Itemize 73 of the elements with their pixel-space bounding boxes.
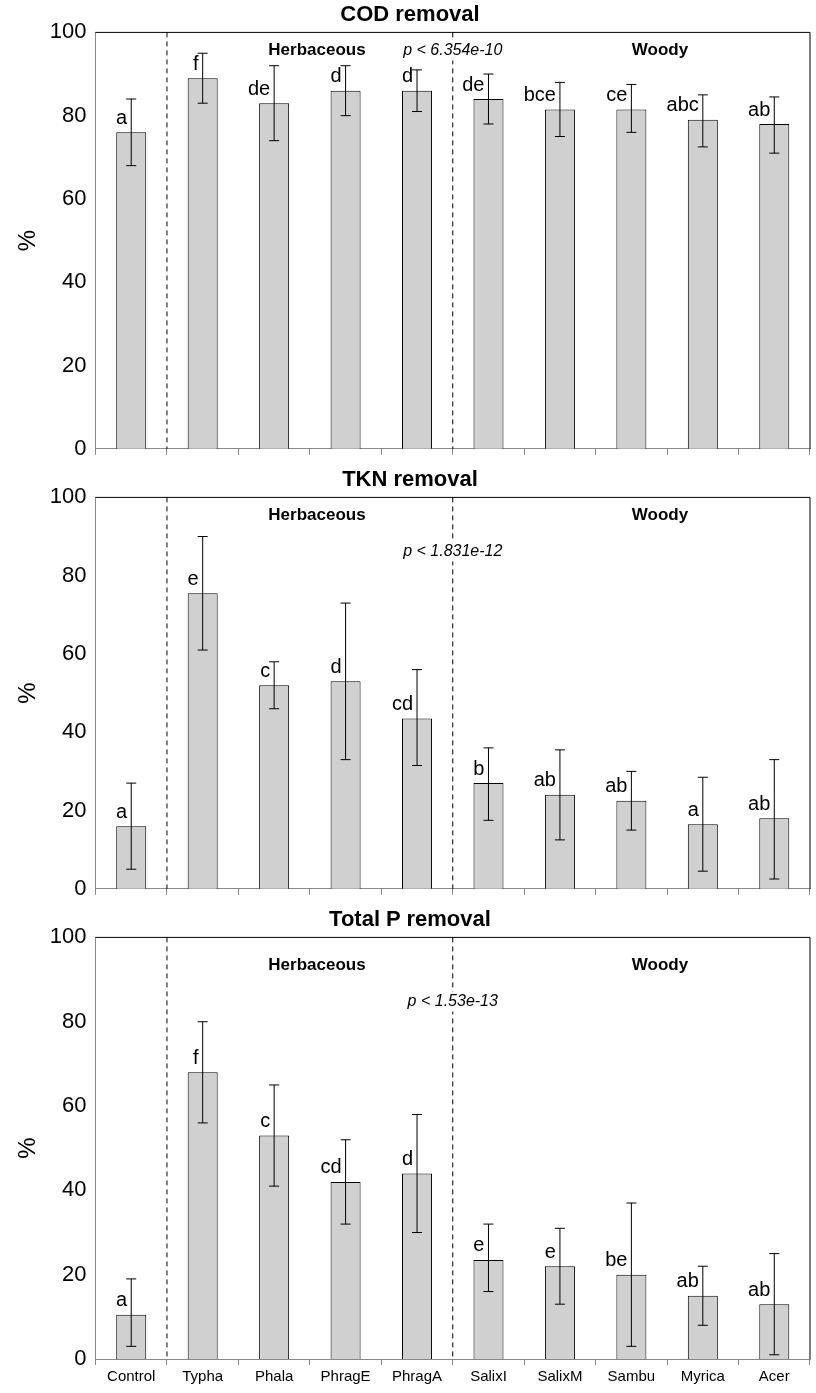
x-tick-label: Control <box>107 1367 156 1385</box>
annotation: p < 1.53e-13 <box>406 991 498 1009</box>
annotation: Herbaceous <box>268 505 366 525</box>
x-tick-label: SalixI <box>470 1367 507 1385</box>
y-tick-label: 100 <box>49 18 87 44</box>
annotation: Woody <box>631 505 689 525</box>
annotation: a <box>116 105 129 128</box>
annotation: p < 6.354e-10 <box>402 40 503 58</box>
chart-title: Total P removal <box>329 906 491 932</box>
y-tick-label: 80 <box>62 561 87 587</box>
annotation: e <box>187 566 199 589</box>
annotation: ab <box>676 1269 699 1292</box>
y-tick-label: 20 <box>62 351 87 377</box>
y-tick-label: 60 <box>62 640 87 666</box>
annotation: ab <box>533 768 556 791</box>
y-tick-label: 80 <box>62 1007 87 1033</box>
annotation: p < 1.831e-12 <box>402 541 503 559</box>
annotation: ce <box>606 82 628 105</box>
annotation: Herbaceous <box>268 40 366 60</box>
x-tick-label: Myrica <box>680 1367 726 1385</box>
annotation: d <box>401 64 414 87</box>
annotation: de <box>247 76 271 99</box>
y-tick-label: 80 <box>62 101 87 127</box>
annotation: c <box>260 658 271 681</box>
y-axis-title: % <box>13 682 41 704</box>
annotation: be <box>605 1248 628 1271</box>
annotation: c <box>260 1109 271 1132</box>
y-tick-label: 40 <box>62 1176 87 1202</box>
y-axis-title: % <box>13 1137 41 1159</box>
annotation: cd <box>391 692 414 715</box>
annotation: b <box>473 756 485 779</box>
annotation: Herbaceous <box>268 955 366 975</box>
annotation: ab <box>748 791 771 814</box>
annotation: ab <box>748 1277 771 1300</box>
y-tick-label: 0 <box>74 434 87 460</box>
annotation: cd <box>320 1155 342 1178</box>
x-tick-label: PhragE <box>320 1367 371 1385</box>
y-tick-label: 40 <box>62 718 87 744</box>
y-tick-label: 60 <box>62 185 87 211</box>
annotation: ab <box>748 97 771 120</box>
annotation: de <box>462 72 485 95</box>
x-tick-label: Acer <box>758 1367 790 1385</box>
annotation: a <box>116 1288 129 1311</box>
y-tick-label: 100 <box>49 483 87 509</box>
annotation: Woody <box>631 40 689 60</box>
chart-title: TKN removal <box>342 466 478 492</box>
y-axis-title: % <box>13 229 41 252</box>
x-tick-label: SalixM <box>537 1367 583 1385</box>
annotation: abc <box>666 93 699 116</box>
annotation: bce <box>523 82 556 105</box>
annotation: a <box>687 797 700 820</box>
annotation: d <box>401 1147 414 1170</box>
annotation: a <box>116 799 129 822</box>
x-tick-label: Phala <box>254 1367 294 1385</box>
y-tick-label: 40 <box>62 268 87 294</box>
annotation: d <box>330 64 342 87</box>
annotation: f <box>193 51 200 74</box>
annotation: e <box>544 1239 556 1262</box>
annotation: f <box>193 1045 200 1068</box>
annotation: e <box>473 1233 485 1256</box>
y-tick-label: 20 <box>62 1260 87 1286</box>
annotation: ab <box>605 774 628 797</box>
annotation: d <box>330 654 342 677</box>
x-tick-label: Typha <box>182 1367 224 1385</box>
y-tick-label: 60 <box>62 1092 87 1118</box>
chart-title: COD removal <box>340 1 480 27</box>
y-tick-label: 0 <box>74 874 87 900</box>
y-tick-label: 20 <box>62 796 87 822</box>
y-tick-label: 100 <box>49 923 87 949</box>
x-tick-label: Sambu <box>607 1367 656 1385</box>
x-tick-label: PhragA <box>392 1367 443 1385</box>
y-tick-label: 0 <box>74 1345 87 1371</box>
annotation: Woody <box>631 955 689 975</box>
